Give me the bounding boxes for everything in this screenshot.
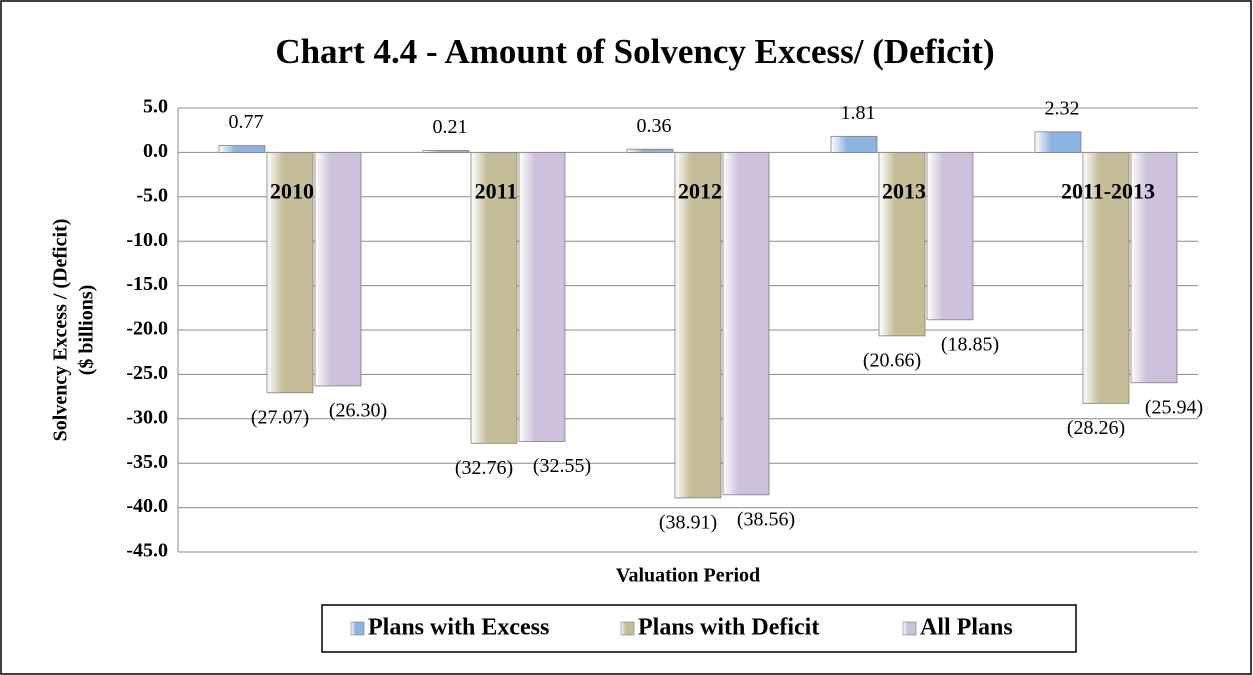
- legend-label: Plans with Deficit: [638, 615, 819, 641]
- y-tick-label: 0.0: [143, 140, 168, 162]
- y-tick-label: -5.0: [136, 184, 168, 206]
- category-label: 2012: [678, 178, 722, 203]
- data-label: (27.07): [251, 406, 309, 428]
- chart-title: Chart 4.4 - Amount of Solvency Excess/ (…: [275, 32, 994, 71]
- y-tick-label: -35.0: [126, 451, 168, 473]
- legend-box: [321, 604, 1077, 653]
- bar: [470, 151, 518, 444]
- legend-label: Plans with Excess: [368, 615, 549, 641]
- data-label: (32.76): [455, 457, 513, 479]
- category-label: 2011: [475, 178, 518, 203]
- bar: [830, 135, 878, 153]
- category-label: 2010: [270, 178, 314, 203]
- data-label: (20.66): [863, 349, 921, 371]
- bar: [1034, 131, 1082, 153]
- legend-label: All Plans: [920, 615, 1013, 641]
- data-label: (38.56): [737, 508, 795, 530]
- data-label: 0.77: [229, 111, 264, 133]
- x-axis-title: Valuation Period: [616, 565, 760, 587]
- bar: [926, 151, 974, 321]
- bar: [722, 151, 770, 496]
- bar: [1082, 151, 1130, 404]
- bar: [218, 145, 266, 153]
- data-label: (38.91): [659, 512, 717, 534]
- y-tick-label: -20.0: [126, 318, 168, 340]
- bar: [878, 151, 926, 337]
- data-label: 2.32: [1045, 97, 1080, 119]
- y-tick-label: -15.0: [126, 273, 168, 295]
- data-label: (25.94): [1145, 396, 1203, 418]
- data-label: 0.21: [433, 116, 468, 138]
- bar: [626, 148, 674, 153]
- data-label: (28.26): [1067, 417, 1125, 439]
- y-tick-label: -25.0: [126, 362, 168, 384]
- data-label: 1.81: [841, 102, 876, 124]
- bar: [314, 151, 362, 387]
- legend-swatch: [902, 621, 917, 636]
- y-tick-label: -45.0: [126, 540, 168, 562]
- bar: [266, 151, 314, 394]
- bar: [422, 150, 470, 153]
- y-tick-label: -40.0: [126, 495, 168, 517]
- data-label: (26.30): [329, 400, 387, 422]
- y-tick-label: 5.0: [143, 96, 168, 118]
- legend-swatch: [620, 621, 635, 636]
- y-tick-label: -30.0: [126, 406, 168, 428]
- bar: [1130, 151, 1178, 384]
- data-label: 0.36: [637, 115, 672, 137]
- category-label: 2011-2013: [1061, 178, 1155, 203]
- data-label: (32.55): [533, 455, 591, 477]
- legend-swatch: [350, 621, 365, 636]
- y-axis-title: Solvency Excess / (Deficit): [50, 219, 72, 442]
- bar: [674, 151, 722, 499]
- y-tick-label: -10.0: [126, 229, 168, 251]
- y-axis-title: ($ billions): [76, 285, 98, 376]
- data-label: (18.85): [941, 333, 999, 355]
- category-label: 2013: [882, 178, 926, 203]
- bar: [518, 151, 566, 442]
